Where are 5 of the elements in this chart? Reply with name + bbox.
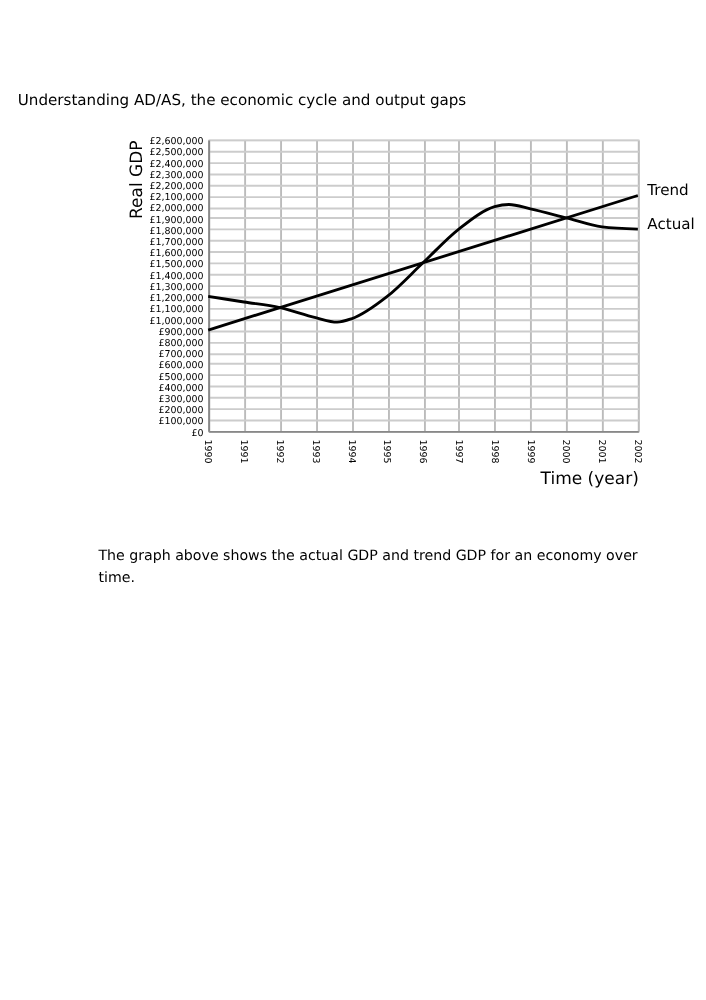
chart-title: Understanding AD/AS, the economic cycle and output gaps xyxy=(17,91,467,110)
series-label: Trend xyxy=(645,181,690,200)
series-label: Actual xyxy=(647,215,695,234)
x-axis-title: Time (year) xyxy=(538,470,639,491)
y-axis-title: Real GDP xyxy=(127,140,148,219)
